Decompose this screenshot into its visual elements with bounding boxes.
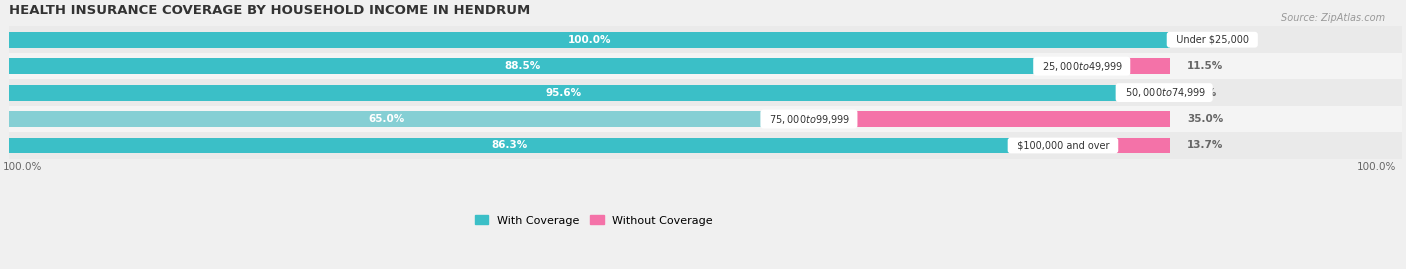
Bar: [8, 32, 1170, 48]
Bar: [8, 132, 1402, 159]
Bar: [8, 79, 1402, 106]
Text: $50,000 to $74,999: $50,000 to $74,999: [1119, 86, 1209, 99]
Bar: [1036, 58, 1170, 74]
Text: 100.0%: 100.0%: [3, 162, 42, 172]
Text: 86.3%: 86.3%: [492, 140, 527, 150]
Bar: [8, 53, 1402, 79]
Bar: [8, 111, 763, 127]
Legend: With Coverage, Without Coverage: With Coverage, Without Coverage: [470, 211, 717, 230]
Text: 11.5%: 11.5%: [1187, 61, 1223, 71]
Text: $100,000 and over: $100,000 and over: [1011, 140, 1115, 150]
Bar: [8, 137, 1011, 153]
Text: 0.0%: 0.0%: [1187, 35, 1216, 45]
Text: 95.6%: 95.6%: [546, 88, 582, 98]
Text: $25,000 to $49,999: $25,000 to $49,999: [1036, 60, 1128, 73]
Text: 88.5%: 88.5%: [505, 61, 540, 71]
Text: $75,000 to $99,999: $75,000 to $99,999: [763, 112, 855, 126]
Text: HEALTH INSURANCE COVERAGE BY HOUSEHOLD INCOME IN HENDRUM: HEALTH INSURANCE COVERAGE BY HOUSEHOLD I…: [8, 4, 530, 17]
Text: Source: ZipAtlas.com: Source: ZipAtlas.com: [1281, 13, 1385, 23]
Text: Under $25,000: Under $25,000: [1170, 35, 1256, 45]
Bar: [8, 58, 1036, 74]
Bar: [763, 111, 1170, 127]
Text: 65.0%: 65.0%: [368, 114, 404, 124]
Text: 4.4%: 4.4%: [1187, 88, 1216, 98]
Bar: [8, 85, 1119, 101]
Bar: [8, 106, 1402, 132]
Text: 100.0%: 100.0%: [568, 35, 612, 45]
Text: 35.0%: 35.0%: [1187, 114, 1223, 124]
Bar: [1119, 85, 1170, 101]
Text: 13.7%: 13.7%: [1187, 140, 1223, 150]
Text: 100.0%: 100.0%: [1357, 162, 1396, 172]
Bar: [8, 26, 1402, 53]
Bar: [1011, 137, 1170, 153]
